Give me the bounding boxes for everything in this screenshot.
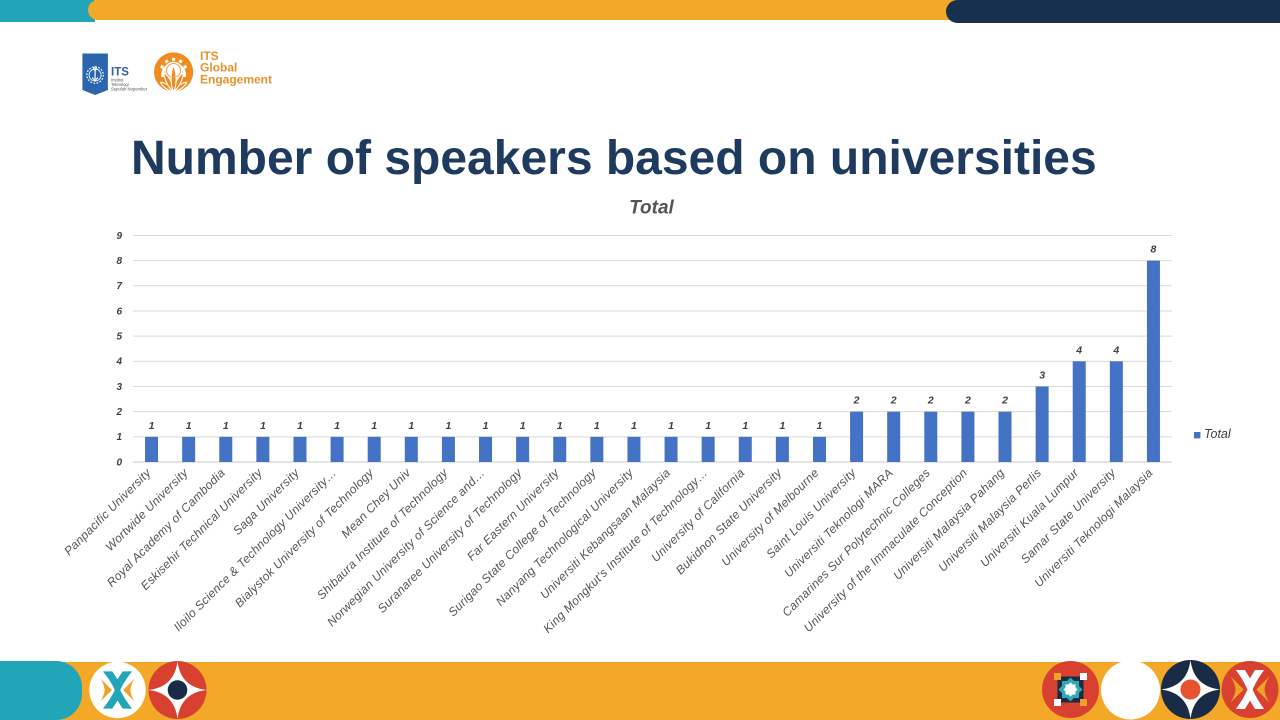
svg-text:Saga University: Saga University <box>230 465 303 538</box>
svg-text:1: 1 <box>631 420 637 432</box>
svg-text:2: 2 <box>853 395 860 407</box>
svg-text:7: 7 <box>116 281 122 292</box>
svg-text:4: 4 <box>1075 344 1082 356</box>
svg-text:1: 1 <box>149 420 155 432</box>
svg-text:1: 1 <box>594 420 600 432</box>
svg-text:Sepuluh Nopember: Sepuluh Nopember <box>111 87 148 92</box>
svg-text:2: 2 <box>115 407 122 418</box>
svg-text:1: 1 <box>668 420 674 432</box>
svg-text:1: 1 <box>742 420 748 432</box>
svg-text:6: 6 <box>116 306 122 317</box>
svg-text:Teknologi: Teknologi <box>111 82 129 87</box>
svg-text:1: 1 <box>779 420 785 432</box>
svg-text:1: 1 <box>297 420 303 432</box>
svg-text:1: 1 <box>557 420 563 432</box>
svg-text:1: 1 <box>116 432 122 443</box>
svg-text:1: 1 <box>483 420 489 432</box>
svg-text:1: 1 <box>445 420 451 432</box>
svg-text:4: 4 <box>115 357 122 368</box>
svg-text:Total: Total <box>629 198 674 219</box>
svg-text:4: 4 <box>1112 344 1119 356</box>
svg-text:Global: Global <box>200 61 237 75</box>
svg-text:Total: Total <box>1204 427 1232 441</box>
svg-text:8: 8 <box>116 256 122 267</box>
svg-text:Institut: Institut <box>111 78 124 83</box>
svg-text:Engagement: Engagement <box>200 72 272 86</box>
svg-text:1: 1 <box>520 420 526 432</box>
svg-text:5: 5 <box>116 332 122 343</box>
svg-text:Nanyang Technological Universi: Nanyang Technological University <box>493 465 637 609</box>
svg-text:1: 1 <box>186 420 192 432</box>
svg-text:8: 8 <box>1151 244 1157 256</box>
svg-text:2: 2 <box>890 395 897 407</box>
svg-text:1: 1 <box>705 420 711 432</box>
svg-text:2: 2 <box>927 395 934 407</box>
svg-text:ITS: ITS <box>200 49 219 63</box>
svg-text:3: 3 <box>116 382 122 393</box>
svg-text:1: 1 <box>334 420 340 432</box>
svg-text:ITS: ITS <box>111 67 129 79</box>
svg-text:1: 1 <box>223 420 229 432</box>
svg-text:2: 2 <box>964 395 971 407</box>
svg-text:9: 9 <box>116 231 122 242</box>
svg-text:1: 1 <box>408 420 414 432</box>
svg-text:2: 2 <box>1001 395 1008 407</box>
svg-text:3: 3 <box>1039 369 1045 381</box>
svg-text:1: 1 <box>817 420 823 432</box>
svg-text:1: 1 <box>260 420 266 432</box>
svg-text:0: 0 <box>116 457 122 468</box>
svg-text:1: 1 <box>371 420 377 432</box>
